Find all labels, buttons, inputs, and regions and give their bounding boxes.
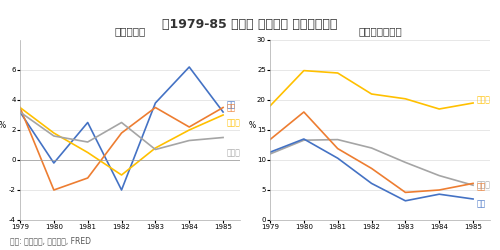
- Y-axis label: %: %: [0, 121, 6, 130]
- Text: 영국: 영국: [476, 182, 486, 191]
- Title: ＜성장률＞: ＜성장률＞: [114, 26, 146, 36]
- Text: ＜1979-85 주요국 성장률과 물가상승률＞: ＜1979-85 주요국 성장률과 물가상승률＞: [162, 18, 338, 30]
- Text: 그리스: 그리스: [476, 96, 490, 104]
- Y-axis label: %: %: [249, 121, 256, 130]
- Title: ＜물가상승률＞: ＜물가상승률＞: [358, 26, 402, 36]
- Text: 영국: 영국: [226, 103, 235, 112]
- Text: 그리스: 그리스: [226, 118, 240, 127]
- Text: 미국: 미국: [476, 199, 486, 208]
- Text: 지요: 세계은행, 한국은행, FRED: 지요: 세계은행, 한국은행, FRED: [10, 236, 91, 245]
- Text: 프랑스: 프랑스: [226, 148, 240, 157]
- Text: 프랑스: 프랑스: [476, 181, 490, 190]
- Text: 미국: 미국: [226, 100, 235, 109]
